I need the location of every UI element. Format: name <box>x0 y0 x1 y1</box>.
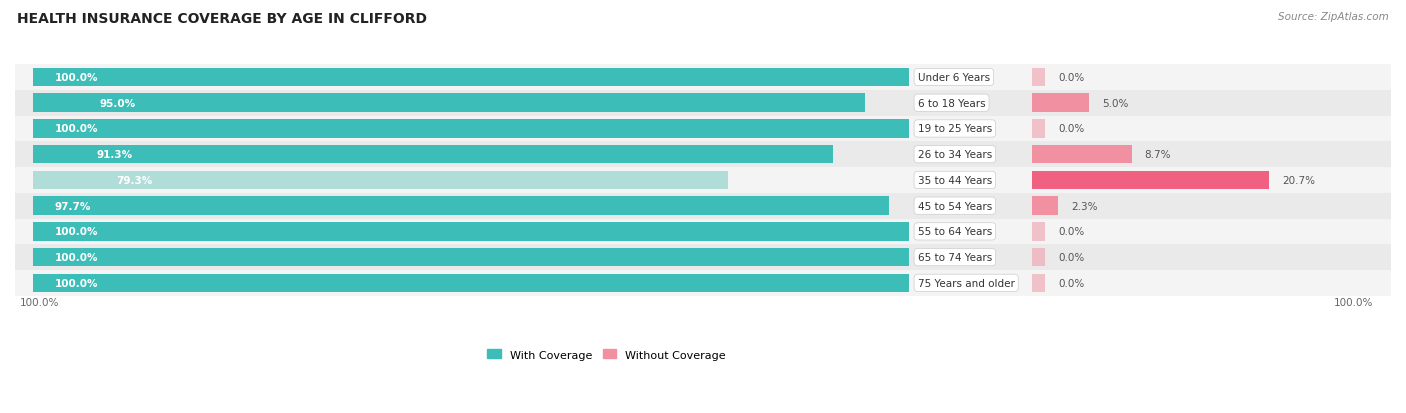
Bar <box>1032 274 1045 292</box>
Bar <box>32 274 908 292</box>
Bar <box>32 223 908 241</box>
Bar <box>1032 120 1045 138</box>
Bar <box>32 69 908 87</box>
Bar <box>15 271 1391 296</box>
Text: 0.0%: 0.0% <box>1057 124 1084 134</box>
Text: 0.0%: 0.0% <box>1057 227 1084 237</box>
Text: Source: ZipAtlas.com: Source: ZipAtlas.com <box>1278 12 1389 22</box>
Text: 100.0%: 100.0% <box>55 252 98 263</box>
Bar <box>1032 248 1045 267</box>
Bar <box>15 244 1391 271</box>
Bar <box>15 219 1391 244</box>
Bar <box>1032 69 1045 87</box>
Bar <box>1032 145 1132 164</box>
Text: 6 to 18 Years: 6 to 18 Years <box>918 98 986 109</box>
Bar <box>32 197 889 216</box>
Bar <box>1032 171 1270 190</box>
Text: 97.7%: 97.7% <box>55 201 91 211</box>
Text: 55 to 64 Years: 55 to 64 Years <box>918 227 993 237</box>
Text: 0.0%: 0.0% <box>1057 278 1084 288</box>
Text: 100.0%: 100.0% <box>55 227 98 237</box>
Bar <box>15 142 1391 168</box>
Bar <box>15 65 1391 90</box>
Text: 95.0%: 95.0% <box>100 98 135 109</box>
Text: 79.3%: 79.3% <box>115 176 152 185</box>
Text: 8.7%: 8.7% <box>1144 150 1171 160</box>
Text: Under 6 Years: Under 6 Years <box>918 73 990 83</box>
Text: 0.0%: 0.0% <box>1057 73 1084 83</box>
Text: 100.0%: 100.0% <box>55 124 98 134</box>
Text: 19 to 25 Years: 19 to 25 Years <box>918 124 993 134</box>
Bar <box>32 94 865 113</box>
Bar <box>15 116 1391 142</box>
Bar <box>15 168 1391 193</box>
Bar <box>32 120 908 138</box>
Legend: With Coverage, Without Coverage: With Coverage, Without Coverage <box>488 349 725 360</box>
Text: 100.0%: 100.0% <box>55 73 98 83</box>
Bar <box>1032 223 1045 241</box>
Text: 45 to 54 Years: 45 to 54 Years <box>918 201 993 211</box>
Bar <box>15 90 1391 116</box>
Text: 75 Years and older: 75 Years and older <box>918 278 1015 288</box>
Text: 5.0%: 5.0% <box>1102 98 1129 109</box>
Text: 20.7%: 20.7% <box>1282 176 1316 185</box>
Text: 91.3%: 91.3% <box>97 150 132 160</box>
Text: 100.0%: 100.0% <box>20 297 59 307</box>
Text: 35 to 44 Years: 35 to 44 Years <box>918 176 993 185</box>
Bar <box>1032 197 1059 216</box>
Text: 26 to 34 Years: 26 to 34 Years <box>918 150 993 160</box>
Text: 2.3%: 2.3% <box>1071 201 1098 211</box>
Text: 65 to 74 Years: 65 to 74 Years <box>918 252 993 263</box>
Text: 100.0%: 100.0% <box>55 278 98 288</box>
Text: HEALTH INSURANCE COVERAGE BY AGE IN CLIFFORD: HEALTH INSURANCE COVERAGE BY AGE IN CLIF… <box>17 12 427 26</box>
Text: 0.0%: 0.0% <box>1057 252 1084 263</box>
Text: 100.0%: 100.0% <box>1334 297 1374 307</box>
Bar <box>32 248 908 267</box>
Bar <box>32 171 727 190</box>
Bar <box>32 145 832 164</box>
Bar <box>15 193 1391 219</box>
Bar <box>1032 94 1090 113</box>
